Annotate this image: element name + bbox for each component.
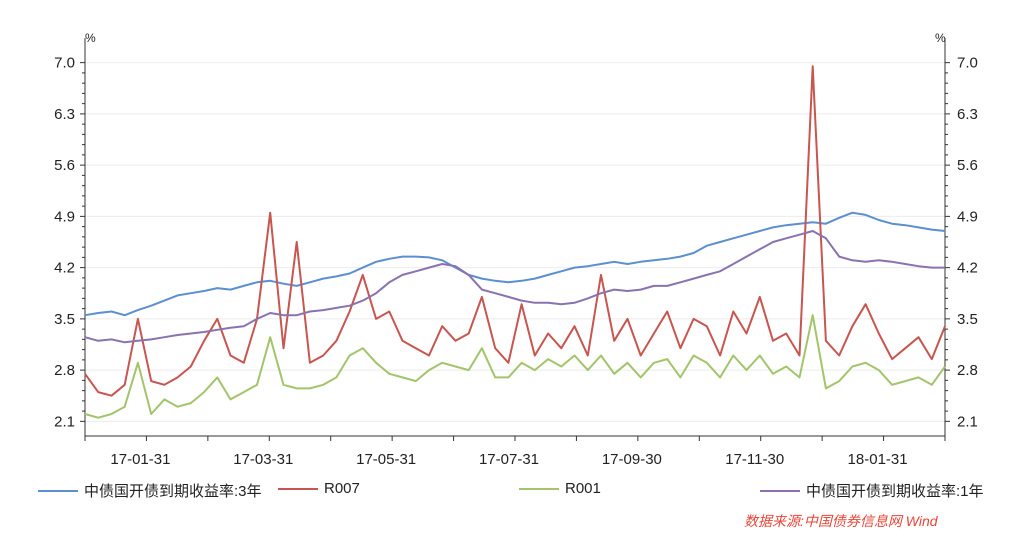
line-chart: 2.1 2.8 3.5 4.2 4.9 5.6 6.3 7.0 2.1 2.8 3.5 4.2 4.9… — [0, 0, 1024, 480]
y-tick-label-left: 7.0 — [54, 55, 75, 72]
x-axis-ticks: 17-01-31 17-03-31 17-05-31 17-07-31 17-09-30… — [85, 436, 945, 468]
series-line-1 — [85, 66, 945, 395]
y-tick-label-left: 6.3 — [54, 106, 75, 123]
y-tick-label-left: 4.9 — [54, 208, 75, 225]
legend-item-r001: R001 — [519, 480, 601, 497]
legend-label-1y: 中债国开债到期收益率:1年 — [806, 480, 984, 501]
y-axis-right-unit: % — [935, 31, 946, 45]
legend: 中债国开债到期收益率:3年 R007 R001 中债国开债到期收益率:1年 — [0, 480, 1024, 504]
x-tick-label: 18-01-31 — [848, 451, 908, 468]
legend-swatch-1y — [760, 490, 800, 492]
legend-swatch-3y — [38, 490, 78, 492]
y-tick-label-right: 2.1 — [957, 413, 978, 430]
legend-swatch-r007 — [278, 488, 318, 490]
axes — [85, 38, 945, 436]
y-tick-label-left: 2.8 — [54, 362, 75, 379]
series-lines — [85, 66, 945, 417]
y-tick-label-right: 4.9 — [957, 208, 978, 225]
data-source-note: 数据来源:中国债券信息网 Wind — [744, 511, 938, 531]
y-tick-label-left: 4.2 — [54, 260, 75, 277]
y-tick-label-right: 4.2 — [957, 260, 978, 277]
y-tick-label-left: 2.1 — [54, 413, 75, 430]
x-tick-label: 17-11-30 — [725, 451, 784, 468]
legend-label-r007: R007 — [324, 480, 360, 497]
legend-swatch-r001 — [519, 488, 559, 490]
legend-label-r001: R001 — [565, 480, 601, 497]
y-axis-left-ticks: 2.1 2.8 3.5 4.2 4.9 5.6 6.3 7.0 — [54, 55, 85, 431]
y-tick-label-left: 3.5 — [54, 311, 75, 328]
x-tick-label: 17-03-31 — [233, 451, 293, 468]
y-tick-label-right: 3.5 — [957, 311, 978, 328]
legend-item-r007: R007 — [278, 480, 360, 497]
y-tick-label-right: 2.8 — [957, 362, 978, 379]
x-tick-label: 17-05-31 — [356, 451, 416, 468]
y-tick-label-right: 7.0 — [957, 55, 978, 72]
x-tick-label: 17-07-31 — [479, 451, 539, 468]
y-axis-right-ticks: 2.1 2.8 3.5 4.2 4.9 5.6 6.3 7.0 — [945, 55, 978, 431]
series-line-0 — [85, 213, 945, 316]
legend-label-3y: 中债国开债到期收益率:3年 — [84, 480, 262, 501]
x-tick-label: 17-09-30 — [602, 451, 662, 468]
y-tick-label-right: 6.3 — [957, 106, 978, 123]
x-tick-label: 17-01-31 — [110, 451, 170, 468]
y-tick-label-right: 5.6 — [957, 157, 978, 174]
legend-item-3y: 中债国开债到期收益率:3年 — [38, 480, 262, 501]
y-tick-label-left: 5.6 — [54, 157, 75, 174]
legend-item-1y: 中债国开债到期收益率:1年 — [760, 480, 984, 501]
y-axis-left-unit: % — [85, 31, 96, 45]
